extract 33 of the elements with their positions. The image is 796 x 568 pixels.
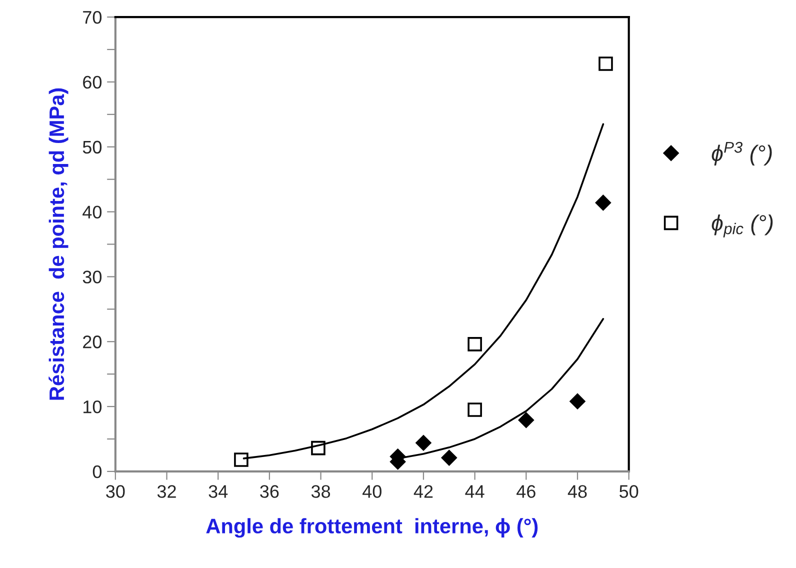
legend-label: ϕ$_{pic}$ (°)	[712, 214, 773, 238]
x-tick-label: 36	[260, 485, 279, 498]
y-tick-label: 0	[92, 465, 102, 478]
point	[570, 394, 586, 410]
point	[311, 440, 326, 456]
y-tick-label: 50	[82, 140, 102, 154]
x-tick-label: 32	[157, 485, 176, 498]
y-tick-label: 30	[82, 270, 102, 284]
x-tick-label: 48	[568, 485, 587, 498]
y-tick-label: 60	[83, 76, 102, 89]
x-tick-label: 38	[311, 485, 330, 498]
point	[234, 452, 248, 467]
point	[468, 402, 482, 417]
point	[441, 450, 457, 466]
point	[598, 56, 613, 71]
y-tick-label: 20	[83, 336, 102, 348]
x-tick-label: 42	[414, 485, 433, 498]
point	[468, 337, 482, 352]
x-tick-label: 30	[106, 485, 125, 498]
point	[518, 412, 534, 428]
y-tick-label: 40	[82, 206, 102, 219]
x-tick-label: 44	[465, 485, 484, 498]
point	[416, 435, 432, 451]
y-axis-title: Résistance de pointe, qd (MPa)	[48, 88, 68, 400]
x-tick-label: 50	[620, 485, 638, 498]
x-axis-title: Angle de frottement interne, ϕ (°)	[206, 518, 538, 538]
x-tick-label: 46	[516, 485, 536, 498]
y-tick-label: 70	[83, 10, 102, 24]
legend-label: ϕ$^{P3}$ (°)	[712, 142, 772, 166]
x-tick-label: 34	[208, 485, 228, 498]
point	[595, 194, 611, 210]
y-tick-label: 10	[84, 400, 102, 414]
x-tick-label: 40	[362, 485, 382, 498]
